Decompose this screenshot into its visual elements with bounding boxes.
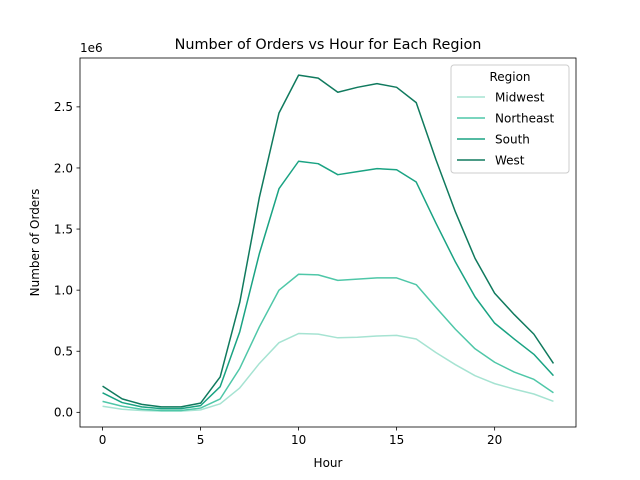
- series-line-south: [102, 160, 555, 410]
- legend-label-northeast: Northeast: [495, 111, 555, 125]
- legend-label-south: South: [495, 132, 530, 146]
- y-axis-label: Number of Orders: [28, 189, 42, 297]
- y-tick-label: 0.0: [54, 406, 73, 420]
- y-tick-label: 1.5: [54, 222, 73, 236]
- legend-label-midwest: Midwest: [495, 90, 545, 104]
- series-lines: [102, 74, 555, 412]
- legend-title: Region: [489, 70, 530, 84]
- chart-title: Number of Orders vs Hour for Each Region: [175, 37, 482, 53]
- x-tick-label: 5: [197, 433, 205, 447]
- x-tick-label: 10: [291, 433, 306, 447]
- x-axis-label: Hour: [314, 456, 343, 470]
- y-axis-multiplier: 1e6: [80, 41, 103, 55]
- x-tick-label: 15: [389, 433, 404, 447]
- legend-box: [450, 64, 570, 174]
- y-tick-label: 0.5: [54, 345, 73, 359]
- x-tick-label: 20: [487, 433, 502, 447]
- x-tick-label: 0: [99, 433, 107, 447]
- y-tick-label: 2.5: [54, 100, 73, 114]
- y-axis-ticks: 0.0 0.5 1.0 1.5 2.0 2.5: [54, 100, 80, 420]
- x-axis-ticks: 0 5 10 15 20: [99, 427, 502, 447]
- plot-frame: [79, 57, 577, 428]
- y-tick-label: 1.0: [54, 283, 73, 297]
- legend: Region Midwest Northeast South West: [450, 64, 570, 174]
- series-line-west: [102, 74, 555, 408]
- series-line-midwest: [102, 332, 554, 412]
- legend-label-west: West: [495, 153, 525, 167]
- y-tick-label: 2.0: [54, 161, 73, 175]
- series-line-northeast: [102, 273, 554, 412]
